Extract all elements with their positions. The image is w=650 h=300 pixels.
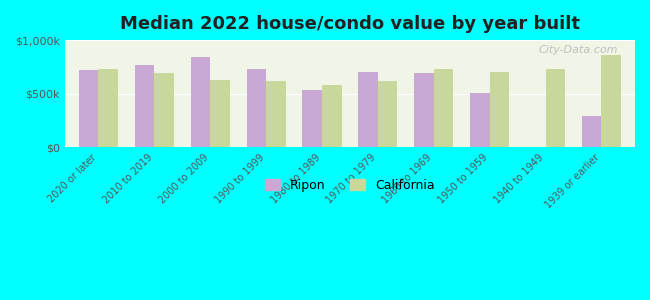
Bar [414,73,434,147]
Bar [378,81,397,147]
Bar [210,80,229,147]
Bar [545,69,565,147]
Bar [322,85,341,147]
Bar [302,90,322,147]
Bar [582,116,601,147]
Text: City-Data.com: City-Data.com [538,46,618,56]
Legend: Ripon, California: Ripon, California [260,173,440,196]
Bar [246,69,266,147]
Bar [434,69,453,147]
Bar [470,93,489,147]
Bar [154,73,174,147]
Bar [266,81,285,147]
Title: Median 2022 house/condo value by year built: Median 2022 house/condo value by year bu… [120,15,580,33]
Bar [601,55,621,147]
Bar [135,65,154,147]
Bar [358,72,378,147]
Bar [190,57,210,147]
Bar [489,72,509,147]
Bar [79,70,98,147]
Bar [98,69,118,147]
